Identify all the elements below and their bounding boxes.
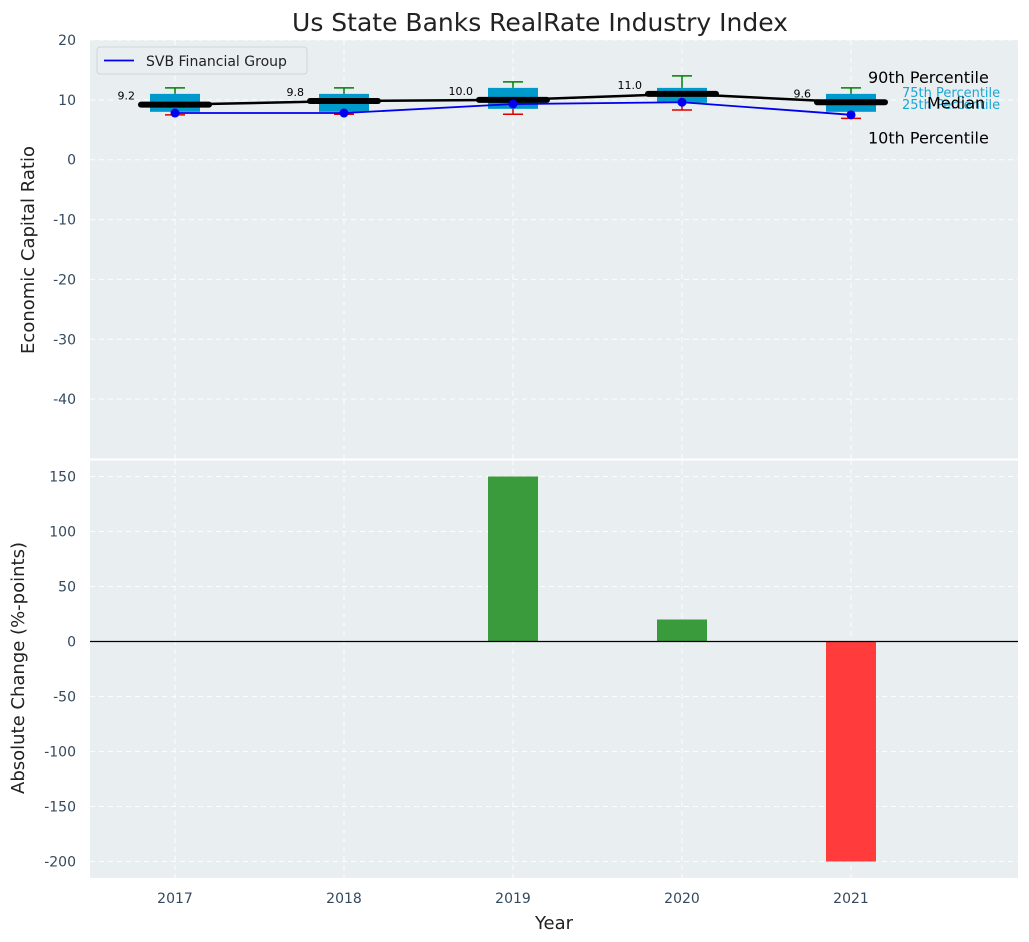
bottom-panel: 150 100 50 0 -50 -100 -150 -200 2017 2018 2019 2020… (44, 458, 1018, 907)
top-y-tick-label: -20 (53, 272, 76, 288)
bottom-y-tick-label: -100 (44, 745, 76, 761)
top-y-tick-label: -10 (53, 213, 76, 229)
median-annotation: Median (927, 93, 985, 112)
median-value-label: 10.0 (449, 85, 474, 98)
bottom-y-tick-label: -150 (44, 800, 76, 816)
bottom-y-tick-label: 100 (49, 525, 76, 541)
top-y-tick-label: -40 (53, 392, 76, 408)
bottom-y-axis-label: Absolute Change (%-points) (8, 542, 29, 794)
p90-annotation: 90th Percentile (868, 68, 989, 87)
legend-box (96, 46, 308, 75)
top-y-tick-label: -30 (53, 332, 76, 348)
p75-annotation: 75th Percentile (902, 86, 1000, 101)
legend: SVB Financial Group (96, 46, 308, 75)
bottom-y-tick-label: -50 (53, 690, 76, 706)
top-panel: 20 10 0 -10 -20 -30 -40 9.2 9.8 10.0 11.0 9.6 90th P… (53, 33, 1018, 459)
top-y-tick-label: 0 (67, 153, 76, 169)
series-point-svb (339, 108, 349, 118)
series-point-svb (677, 97, 687, 107)
chart-title: Us State Banks RealRate Industry Index (292, 8, 788, 37)
series-point-svb (846, 110, 856, 120)
x-tick-label: 2021 (833, 891, 869, 907)
median-value-label: 9.8 (287, 86, 305, 99)
bottom-y-tick-label: 50 (58, 580, 76, 596)
median-value-label: 9.2 (118, 90, 136, 103)
p10-annotation: 10th Percentile (868, 128, 989, 147)
legend-label-svb: SVB Financial Group (146, 54, 287, 70)
bottom-y-tick-label: 0 (67, 635, 76, 651)
bottom-y-tick-label: -200 (44, 855, 76, 871)
change-bar-2021 (826, 641, 876, 862)
top-y-tick-label: 10 (58, 93, 76, 109)
top-y-axis-label: Economic Capital Ratio (18, 146, 39, 354)
p25-annotation: 25th Percentile (902, 98, 1000, 113)
x-tick-label: 2020 (664, 891, 700, 907)
x-axis-label: Year (534, 913, 574, 934)
x-tick-label: 2018 (326, 891, 362, 907)
x-tick-label: 2019 (495, 891, 531, 907)
median-value-label: 9.6 (794, 87, 812, 100)
series-point-svb (170, 108, 180, 118)
bottom-y-tick-label: 150 (49, 470, 76, 486)
series-point-svb (508, 99, 518, 109)
top-y-tick-label: 20 (58, 33, 76, 49)
change-bar-2019 (488, 476, 538, 642)
x-tick-label: 2017 (157, 891, 193, 907)
median-value-label: 11.0 (618, 79, 643, 92)
change-bar-2020 (657, 619, 707, 642)
bottom-plot-area (90, 460, 1018, 878)
